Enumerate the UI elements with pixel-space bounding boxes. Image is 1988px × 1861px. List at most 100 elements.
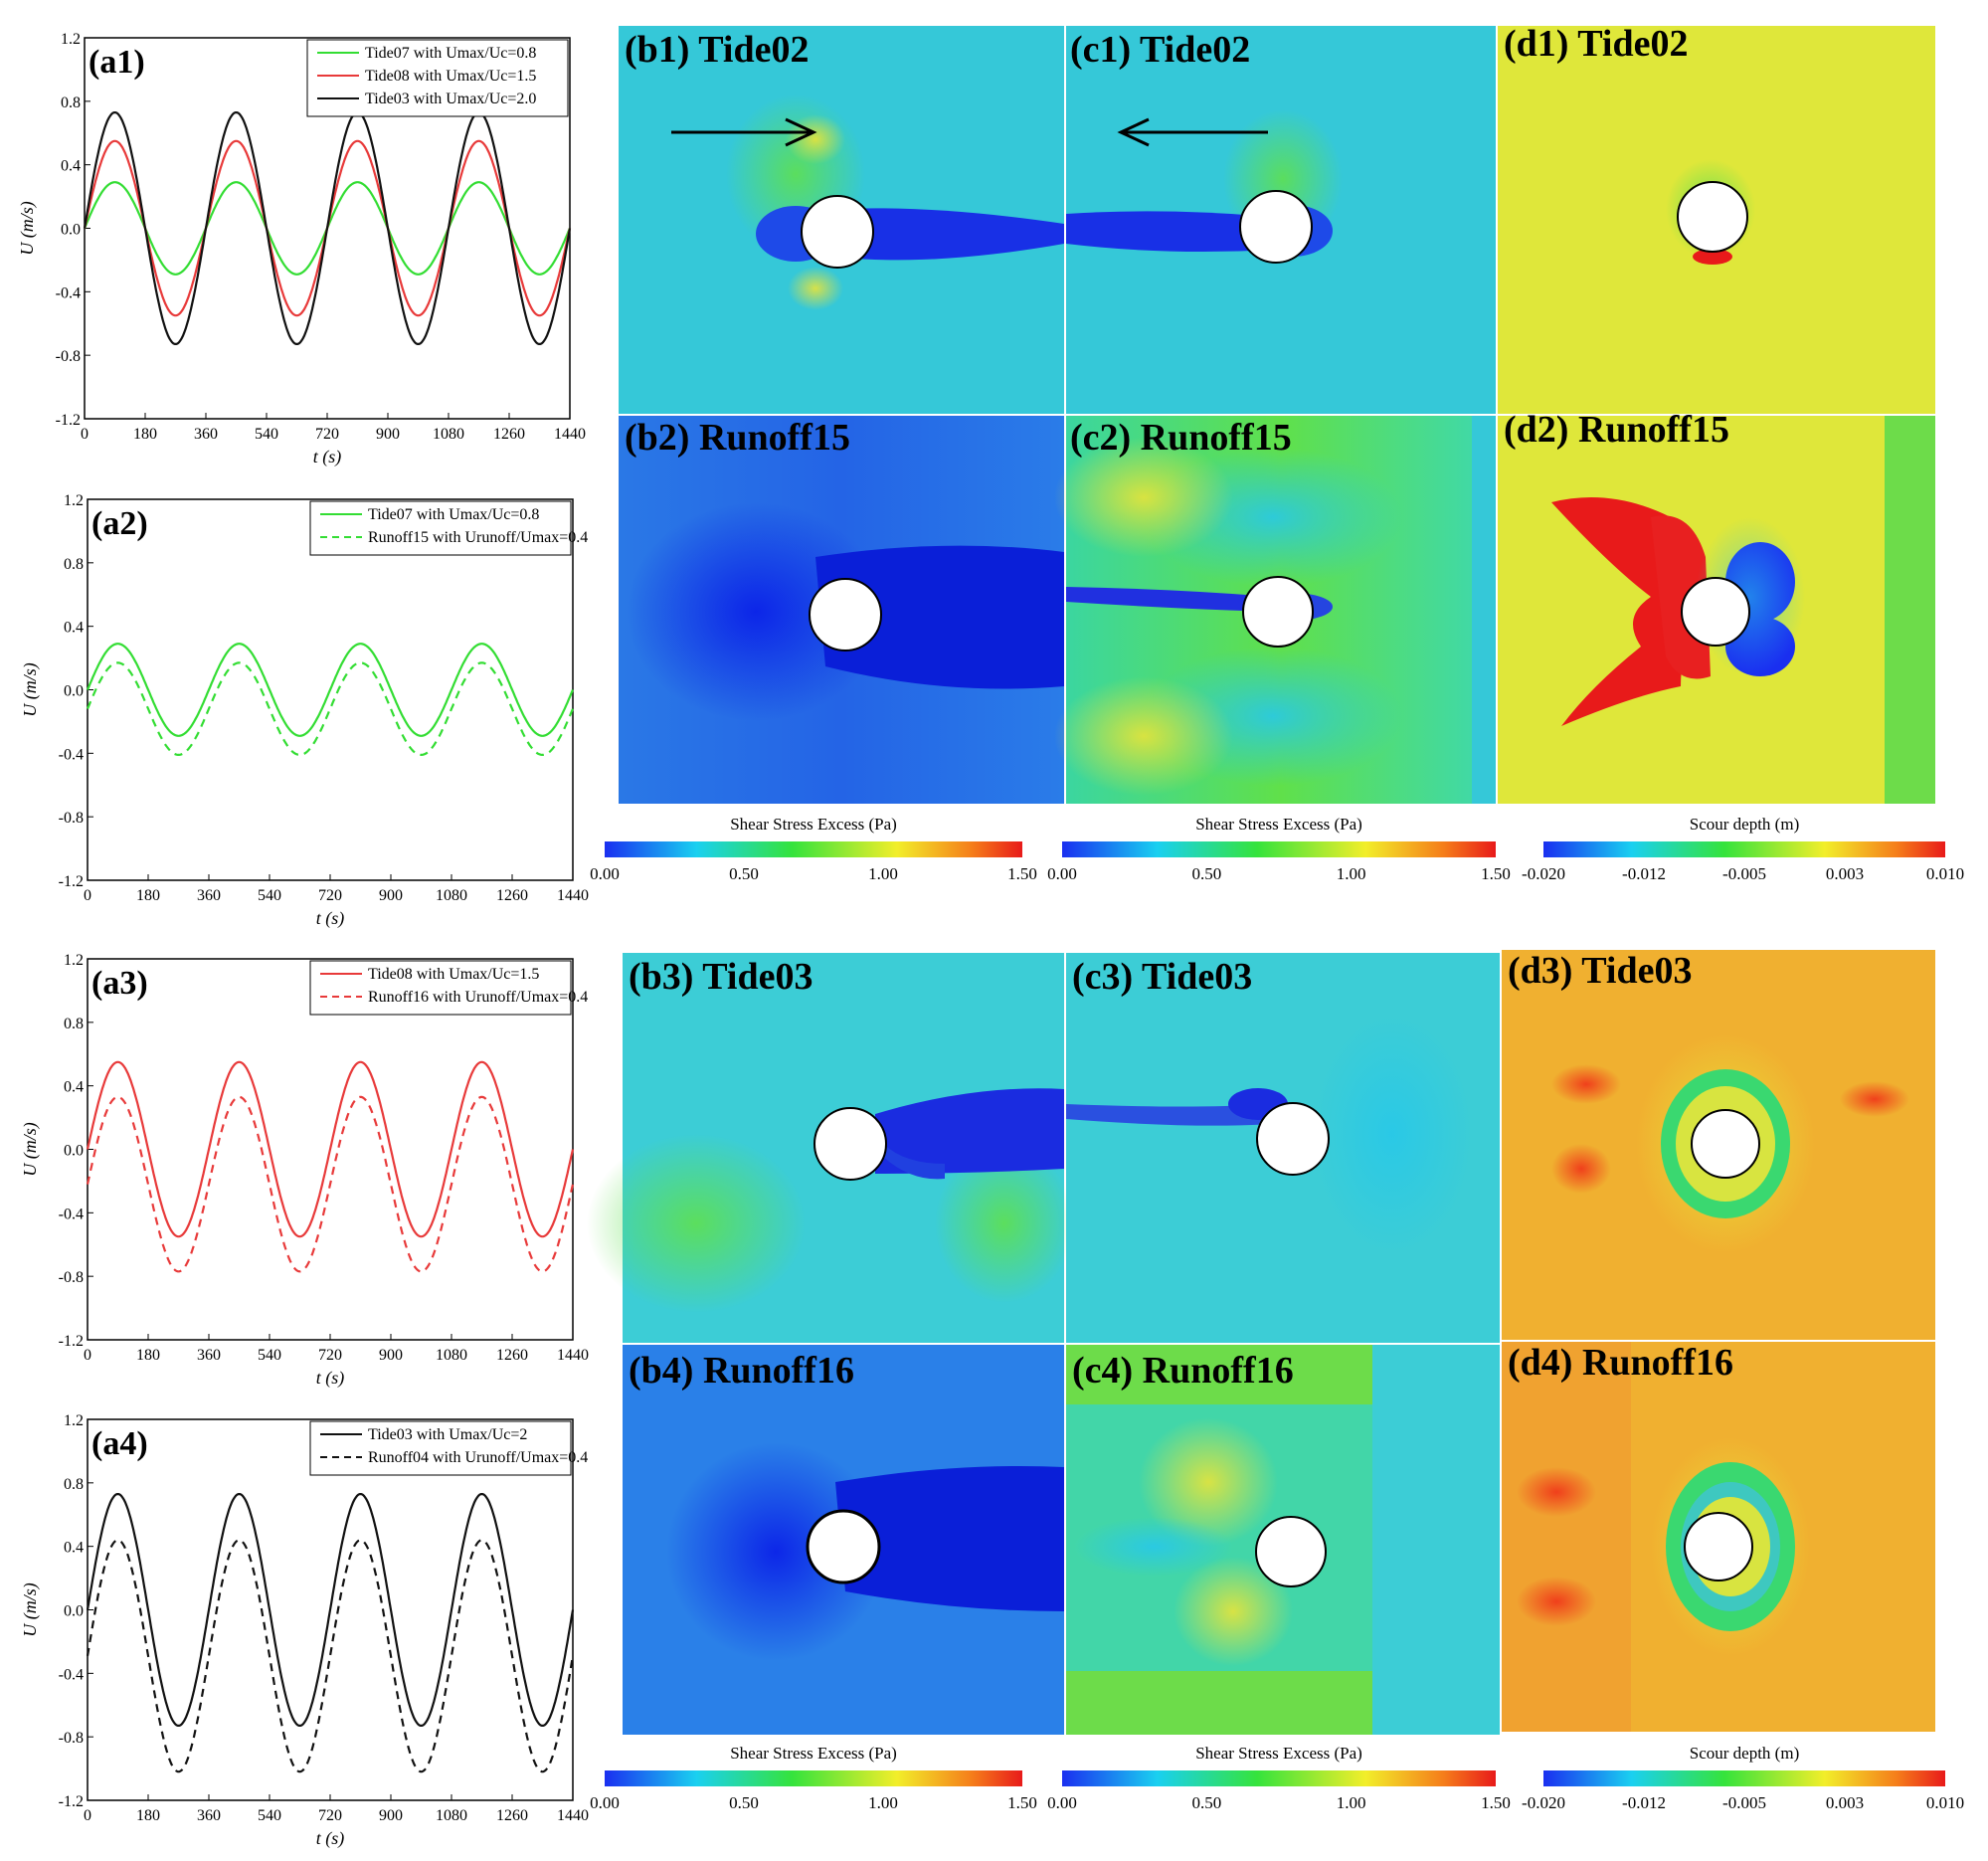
legend-entry: Runoff15 with Urunoff/Umax=0.4 <box>368 529 588 546</box>
y-axis-label: U (m/s) <box>17 201 38 256</box>
series-line <box>83 111 572 345</box>
x-tick-label: 180 <box>136 887 160 904</box>
panel-b4 <box>623 1345 1064 1735</box>
legend-entry: Runoff04 with Urunoff/Umax=0.4 <box>368 1449 588 1466</box>
colorbar-tick-label: 1.00 <box>868 1793 898 1812</box>
x-tick-label: 360 <box>197 1347 221 1364</box>
colorbar-tick-label: 0.50 <box>729 1793 759 1812</box>
panel-label-c3: (c3) Tide03 <box>1072 956 1252 998</box>
colorbar-tick-label: 0.00 <box>590 864 620 883</box>
x-tick-label: 720 <box>318 887 342 904</box>
colorbar-tick-label: -0.005 <box>1722 1793 1766 1812</box>
legend-box <box>309 1420 572 1476</box>
panel-label-c2: (c2) Runoff15 <box>1070 417 1292 459</box>
y-tick-label: 0.0 <box>61 222 81 239</box>
chart-label: (a2) <box>91 505 148 542</box>
legend: Tide08 with Umax/Uc=1.5 Runoff16 with Uru… <box>309 960 588 1016</box>
panel-label-b3: (b3) Tide03 <box>629 956 813 998</box>
colorbar: Shear Stress Excess (Pa) 0.00 0.50 1.00 1.50 <box>1047 1744 1511 1812</box>
y-tick-label: 1.2 <box>64 1412 84 1429</box>
colorbar-tick-label: 0.50 <box>1191 1793 1221 1812</box>
colorbar: Shear Stress Excess (Pa) 0.00 0.50 1.00 1.50 <box>1047 815 1511 883</box>
panel-label-d1: (d1) Tide02 <box>1504 23 1688 65</box>
series-line <box>86 1060 575 1238</box>
chart-1: 1.2 0.8 0.4 0.0 -0.4 -0.8 -1.20 180 360 540 720 900… <box>17 31 586 467</box>
series-line <box>86 1493 575 1727</box>
legend-entry: Tide07 with Umax/Uc=0.8 <box>368 506 539 523</box>
legend-entry: Tide08 with Umax/Uc=1.5 <box>365 68 536 85</box>
colorbar-tick-label: 0.003 <box>1826 1793 1864 1812</box>
legend-box <box>309 500 572 556</box>
x-axis-label: t (s) <box>316 1368 345 1389</box>
y-axis-label: U (m/s) <box>20 662 41 717</box>
x-tick-label: 540 <box>255 426 278 443</box>
y-tick-label: 0.4 <box>64 1079 84 1096</box>
x-tick-label: 900 <box>376 426 400 443</box>
x-tick-label: 720 <box>318 1807 342 1824</box>
chart-2: 1.2 0.8 0.4 0.0 -0.4 -0.8 -1.20 180 360 540 720 900… <box>20 492 589 929</box>
colorbar-tick-label: 0.50 <box>1191 864 1221 883</box>
y-tick-label: -1.2 <box>59 873 84 890</box>
legend: Tide03 with Umax/Uc=2 Runoff04 with Uruno… <box>309 1420 588 1476</box>
y-tick-label: 0.8 <box>64 1476 84 1493</box>
colorbar-title: Scour depth (m) <box>1690 815 1799 834</box>
colorbar-gradient <box>1062 1770 1496 1786</box>
colorbar-tick-label: -0.020 <box>1522 864 1565 883</box>
panel-label-b2: (b2) Runoff15 <box>625 417 850 459</box>
colorbar-title: Shear Stress Excess (Pa) <box>730 815 897 834</box>
panel-c3 <box>1066 953 1500 1343</box>
x-tick-label: 900 <box>379 887 403 904</box>
y-tick-label: -0.4 <box>59 1206 84 1222</box>
panel-b2 <box>619 416 1064 804</box>
x-tick-label: 0 <box>84 887 91 904</box>
y-tick-label: 0.0 <box>64 1143 84 1160</box>
x-axis-label: t (s) <box>316 1828 345 1849</box>
y-tick-label: 0.0 <box>64 683 84 700</box>
panel-label-b1: (b1) Tide02 <box>625 29 809 71</box>
x-tick-label: 1440 <box>557 887 589 904</box>
panel-c4 <box>1066 1345 1500 1735</box>
legend-entry: Tide03 with Umax/Uc=2.0 <box>365 91 536 107</box>
legend-entry: Tide08 with Umax/Uc=1.5 <box>368 966 539 983</box>
panel-c2 <box>1054 416 1496 804</box>
x-tick-label: 0 <box>81 426 89 443</box>
panel-b1 <box>619 26 1064 414</box>
colorbar-title: Shear Stress Excess (Pa) <box>1195 1744 1362 1763</box>
x-tick-label: 540 <box>258 1347 281 1364</box>
panel-label-d4: (d4) Runoff16 <box>1508 1342 1733 1384</box>
panel-c1 <box>1066 26 1496 414</box>
colorbar-tick-label: -0.012 <box>1622 1793 1666 1812</box>
chart-3: 1.2 0.8 0.4 0.0 -0.4 -0.8 -1.20 180 360 540 720 900… <box>20 952 589 1389</box>
colorbar-tick-label: 1.00 <box>868 864 898 883</box>
y-tick-label: 1.2 <box>64 492 84 509</box>
y-tick-label: -1.2 <box>59 1793 84 1810</box>
colorbar-gradient <box>1543 1770 1945 1786</box>
x-tick-label: 180 <box>136 1347 160 1364</box>
x-tick-label: 540 <box>258 887 281 904</box>
x-tick-label: 0 <box>84 1807 91 1824</box>
y-tick-label: -0.4 <box>59 746 84 763</box>
legend-entry: Tide07 with Umax/Uc=0.8 <box>365 45 536 62</box>
colorbar-tick-label: 1.50 <box>1007 864 1037 883</box>
y-tick-label: 0.4 <box>64 620 84 637</box>
chart-4: 1.2 0.8 0.4 0.0 -0.4 -0.8 -1.20 180 360 540 720 900… <box>20 1412 589 1849</box>
x-tick-label: 720 <box>318 1347 342 1364</box>
legend-entry: Runoff16 with Urunoff/Umax=0.4 <box>368 989 588 1006</box>
x-tick-label: 0 <box>84 1347 91 1364</box>
panel-d3 <box>1502 950 1935 1340</box>
colorbar: Scour depth (m) -0.020 -0.012 -0.005 0.003 0.… <box>1522 1744 1964 1812</box>
x-tick-label: 1440 <box>554 426 586 443</box>
x-tick-label: 720 <box>315 426 339 443</box>
y-tick-label: 0.8 <box>64 556 84 573</box>
x-tick-label: 1260 <box>496 1347 528 1364</box>
x-tick-label: 900 <box>379 1347 403 1364</box>
y-tick-label: -0.8 <box>59 1730 84 1747</box>
panel-label-d3: (d3) Tide03 <box>1508 950 1692 992</box>
panel-label-b4: (b4) Runoff16 <box>629 1350 854 1392</box>
colorbar-tick-label: 0.50 <box>729 864 759 883</box>
x-tick-label: 180 <box>133 426 157 443</box>
colorbar: Scour depth (m) -0.020 -0.012 -0.005 0.003 0.… <box>1522 815 1964 883</box>
colorbar: Shear Stress Excess (Pa) 0.00 0.50 1.00 1.50 <box>590 815 1037 883</box>
y-tick-label: -0.8 <box>56 348 81 365</box>
